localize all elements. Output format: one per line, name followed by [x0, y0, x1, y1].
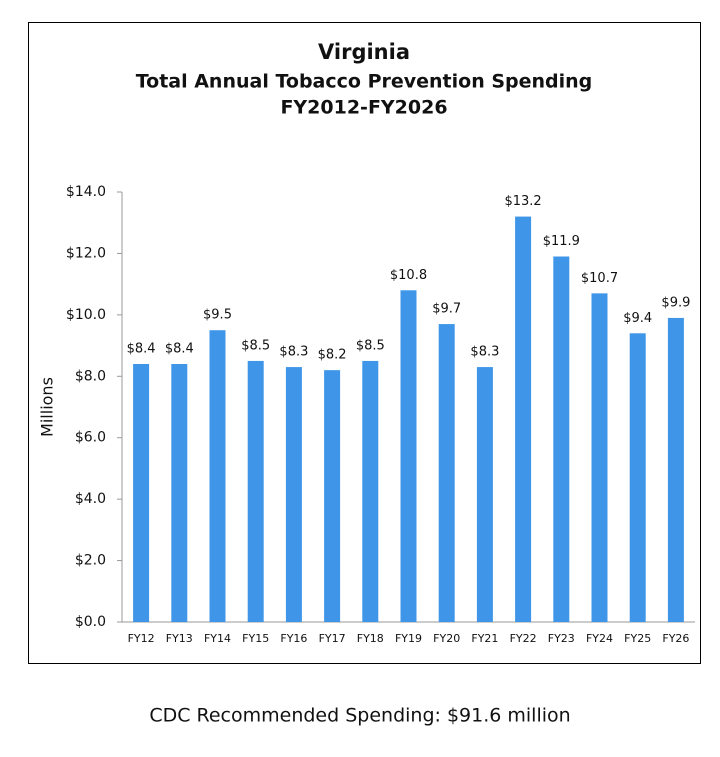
x-tick-label: FY19: [395, 632, 422, 645]
bar: [438, 324, 455, 622]
y-tick-label: $12.0: [66, 245, 106, 261]
x-tick-label: FY22: [510, 632, 537, 645]
x-tick-label: FY20: [433, 632, 460, 645]
y-tick-label: $0.0: [75, 614, 106, 630]
y-tick-label: $10.0: [66, 307, 106, 323]
bar: [400, 290, 417, 622]
bar: [171, 364, 188, 622]
data-label: $9.7: [432, 302, 461, 317]
x-tick-label: FY25: [624, 632, 651, 645]
data-label: $8.5: [241, 338, 270, 353]
chart-title: FY2012-FY2026: [280, 97, 447, 119]
data-label: $10.8: [390, 268, 427, 283]
bar: [133, 364, 150, 622]
bar: [591, 293, 608, 622]
bar: [324, 370, 341, 622]
bar: [476, 367, 493, 622]
bar: [515, 216, 532, 623]
data-label: $8.5: [356, 338, 385, 353]
data-label: $11.9: [543, 234, 580, 249]
data-label: $9.9: [661, 295, 690, 310]
data-label: $10.7: [581, 271, 618, 286]
x-tick-label: FY23: [548, 632, 575, 645]
data-label: $8.3: [279, 345, 308, 360]
y-tick-label: $4.0: [75, 491, 106, 507]
bar: [553, 256, 570, 622]
x-tick-label: FY18: [357, 632, 384, 645]
x-tick-label: FY24: [586, 632, 613, 645]
bar: [209, 330, 226, 622]
bar: [285, 367, 302, 622]
data-label: $13.2: [504, 194, 541, 209]
x-tick-label: FY26: [662, 632, 689, 645]
x-tick-label: FY21: [471, 632, 498, 645]
y-tick-label: $6.0: [75, 430, 106, 446]
chart-title: Total Annual Tobacco Prevention Spending: [136, 71, 593, 93]
y-tick-label: $14.0: [66, 184, 106, 200]
data-label: $8.2: [318, 348, 347, 363]
x-tick-label: FY16: [280, 632, 307, 645]
chart-title: Virginia: [318, 40, 410, 64]
data-label: $8.4: [127, 342, 156, 357]
y-axis-label: Millions: [38, 377, 57, 437]
bar: [629, 333, 646, 622]
x-tick-label: FY17: [319, 632, 346, 645]
data-label: $8.3: [470, 345, 499, 360]
x-tick-label: FY15: [242, 632, 269, 645]
bar: [362, 360, 379, 622]
bar: [247, 360, 264, 622]
data-label: $9.5: [203, 308, 232, 323]
data-label: $8.4: [165, 342, 194, 357]
footer: CDC Recommended Spending: $91.6 million: [149, 705, 570, 727]
bar: [667, 317, 684, 622]
x-tick-label: FY13: [166, 632, 193, 645]
y-tick-label: $8.0: [75, 368, 106, 384]
chart-frame: [28, 22, 701, 664]
x-tick-label: FY14: [204, 632, 231, 645]
data-label: $9.4: [623, 311, 652, 326]
x-tick-label: FY12: [128, 632, 155, 645]
y-tick-label: $2.0: [75, 553, 106, 569]
